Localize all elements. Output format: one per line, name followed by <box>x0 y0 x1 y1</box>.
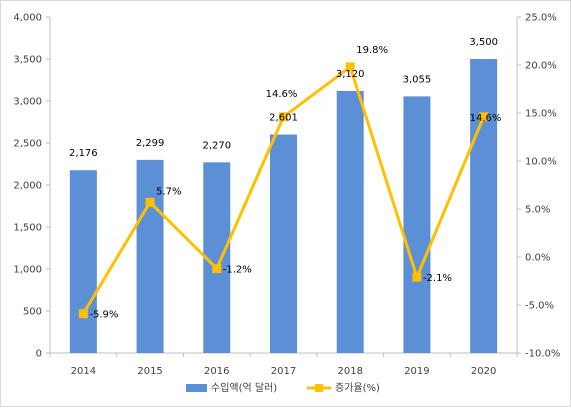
data-labels: 2,176 2,299 2,270 2,601 3,120 3,055 3,500 -5.9%… <box>69 37 501 321</box>
legend-bar-swatch <box>186 384 207 392</box>
x-tick-label: 2020 <box>471 366 496 377</box>
y-left-tick-label: 3,000 <box>13 97 42 108</box>
line-point-marker <box>212 264 222 274</box>
y-right-tick-label: 15.0% <box>525 109 557 120</box>
legend-line-label: 증가율(%) <box>335 382 380 394</box>
bar <box>470 59 498 353</box>
y-right-tick-label: 5.0% <box>525 205 550 216</box>
line-point-marker <box>479 112 489 122</box>
bar <box>270 134 297 353</box>
bar-value-label: 2,299 <box>136 138 165 149</box>
x-tick-label: 2015 <box>137 366 162 377</box>
bar-value-label: 3,120 <box>336 69 365 80</box>
legend: 수입액(억 달러) 증가율(%) <box>186 381 380 394</box>
legend-line-marker <box>315 384 323 392</box>
y-left-tick-label: 2,500 <box>13 139 42 150</box>
line-point-marker <box>145 197 155 207</box>
x-tick-label: 2016 <box>204 366 229 377</box>
line-value-label: 14.6% <box>470 113 502 124</box>
x-tick-label: 2019 <box>404 366 429 377</box>
line-value-label: 19.8% <box>356 45 388 56</box>
y-right-tick-label: 10.0% <box>525 157 557 168</box>
bar-value-label: 2,270 <box>202 140 231 151</box>
line-point-marker <box>78 309 88 319</box>
y-right-tick-label: -10.0% <box>525 349 560 360</box>
axes: 0 500 1,000 1,500 2,000 2,500 3,000 3,500 4,000 -… <box>13 13 560 378</box>
bar <box>336 90 364 354</box>
line-point-marker <box>412 272 422 282</box>
x-tick-label: 2014 <box>71 366 96 377</box>
x-tick-label: 2017 <box>271 366 296 377</box>
line-point-marker <box>279 112 288 122</box>
y-left-tick-label: 1,000 <box>13 265 42 276</box>
bar-series <box>69 59 498 354</box>
line-point-marker <box>345 62 355 72</box>
line-value-label: 5.7% <box>156 186 181 197</box>
line-value-label: -1.2% <box>223 265 252 276</box>
line-value-label: 14.6% <box>266 89 298 100</box>
line-value-label: -2.1% <box>423 273 452 284</box>
y-left-tick-label: 500 <box>23 307 42 318</box>
y-left-tick-label: 1,500 <box>13 223 42 234</box>
y-right-tick-label: -5.0% <box>525 301 554 312</box>
y-right-tick-label: 0.0% <box>525 253 550 264</box>
legend-bar-label: 수입액(억 달러) <box>211 381 277 394</box>
y-left-tick-label: 4,000 <box>13 13 42 24</box>
y-left-tick-label: 0 <box>36 349 42 360</box>
bar-value-label: 3,500 <box>469 37 498 48</box>
line-value-label: -5.9% <box>89 310 118 321</box>
bar-value-label: 2,601 <box>269 113 298 124</box>
y-left-tick-label: 3,500 <box>13 55 42 66</box>
bar-value-label: 3,055 <box>403 74 432 85</box>
bar <box>69 170 97 353</box>
y-left-tick-label: 2,000 <box>13 181 42 192</box>
y-right-tick-label: 25.0% <box>525 13 557 24</box>
bar-value-label: 2,176 <box>69 148 98 159</box>
bar <box>403 96 431 353</box>
line-series <box>78 62 489 319</box>
y-right-tick-label: 20.0% <box>525 61 557 72</box>
bar <box>136 159 164 353</box>
x-tick-label: 2018 <box>337 366 362 377</box>
